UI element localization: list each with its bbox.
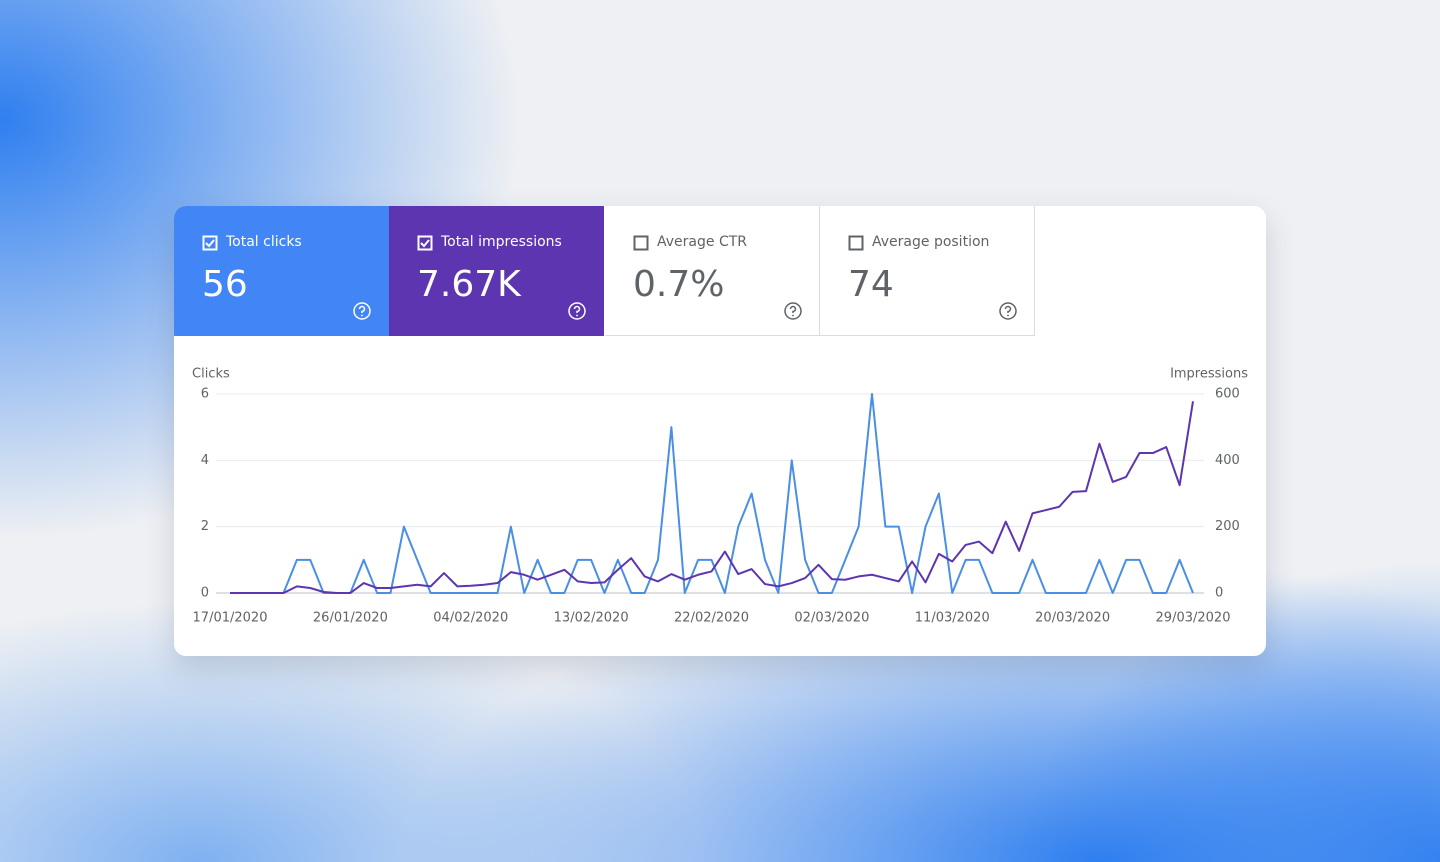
y2-tick-label: 400	[1215, 453, 1240, 468]
performance-card: Total clicks 56 Total impressions 7.67K …	[174, 206, 1266, 656]
y-tick-label: 4	[201, 453, 209, 468]
x-tick-label: 29/03/2020	[1156, 611, 1231, 626]
x-tick-label: 22/02/2020	[674, 611, 749, 626]
checkbox[interactable]	[633, 235, 649, 251]
x-tick-label: 20/03/2020	[1035, 611, 1110, 626]
x-tick-label: 04/02/2020	[433, 611, 508, 626]
metric-label: Total impressions	[441, 234, 562, 250]
metric-label: Total clicks	[226, 234, 302, 250]
series-line	[230, 401, 1194, 594]
y-axis-label: Clicks	[192, 367, 230, 382]
metric-value: 0.7%	[633, 264, 725, 305]
metric-label: Average CTR	[657, 234, 747, 250]
y2-tick-label: 200	[1215, 519, 1240, 534]
metric-value: 74	[848, 264, 894, 305]
checkbox[interactable]	[848, 235, 864, 251]
x-tick-label: 02/03/2020	[794, 611, 869, 626]
metric-label: Average position	[872, 234, 990, 250]
help-icon[interactable]	[998, 301, 1018, 321]
chart: Clicks Impressions 0 2 4 6 0 200 400 600 17/01/2…	[192, 367, 1248, 626]
help-icon[interactable]	[783, 301, 803, 321]
y2-axis-label: Impressions	[1170, 367, 1248, 382]
x-tick-label: 26/01/2020	[313, 611, 388, 626]
x-tick-label: 13/02/2020	[554, 611, 629, 626]
y2-tick-label: 600	[1215, 387, 1240, 402]
metric-tile[interactable]: Total clicks 56	[174, 206, 389, 336]
y-tick-label: 0	[201, 586, 209, 601]
x-tick-label: 17/01/2020	[193, 611, 268, 626]
metric-value: 7.67K	[417, 264, 521, 305]
metric-tile[interactable]: Average CTR 0.7%	[605, 206, 820, 336]
help-icon[interactable]	[352, 301, 372, 321]
y-tick-label: 6	[201, 387, 209, 402]
metric-tile[interactable]: Average position 74	[820, 206, 1035, 336]
metric-value: 56	[202, 264, 248, 305]
help-icon[interactable]	[567, 301, 587, 321]
checkbox[interactable]	[417, 235, 433, 251]
series-line	[230, 393, 1194, 594]
y-tick-label: 2	[201, 519, 209, 534]
x-tick-label: 11/03/2020	[915, 611, 990, 626]
metric-tile[interactable]: Total impressions 7.67K	[389, 206, 604, 336]
y2-tick-label: 0	[1215, 586, 1223, 601]
checkbox[interactable]	[202, 235, 218, 251]
